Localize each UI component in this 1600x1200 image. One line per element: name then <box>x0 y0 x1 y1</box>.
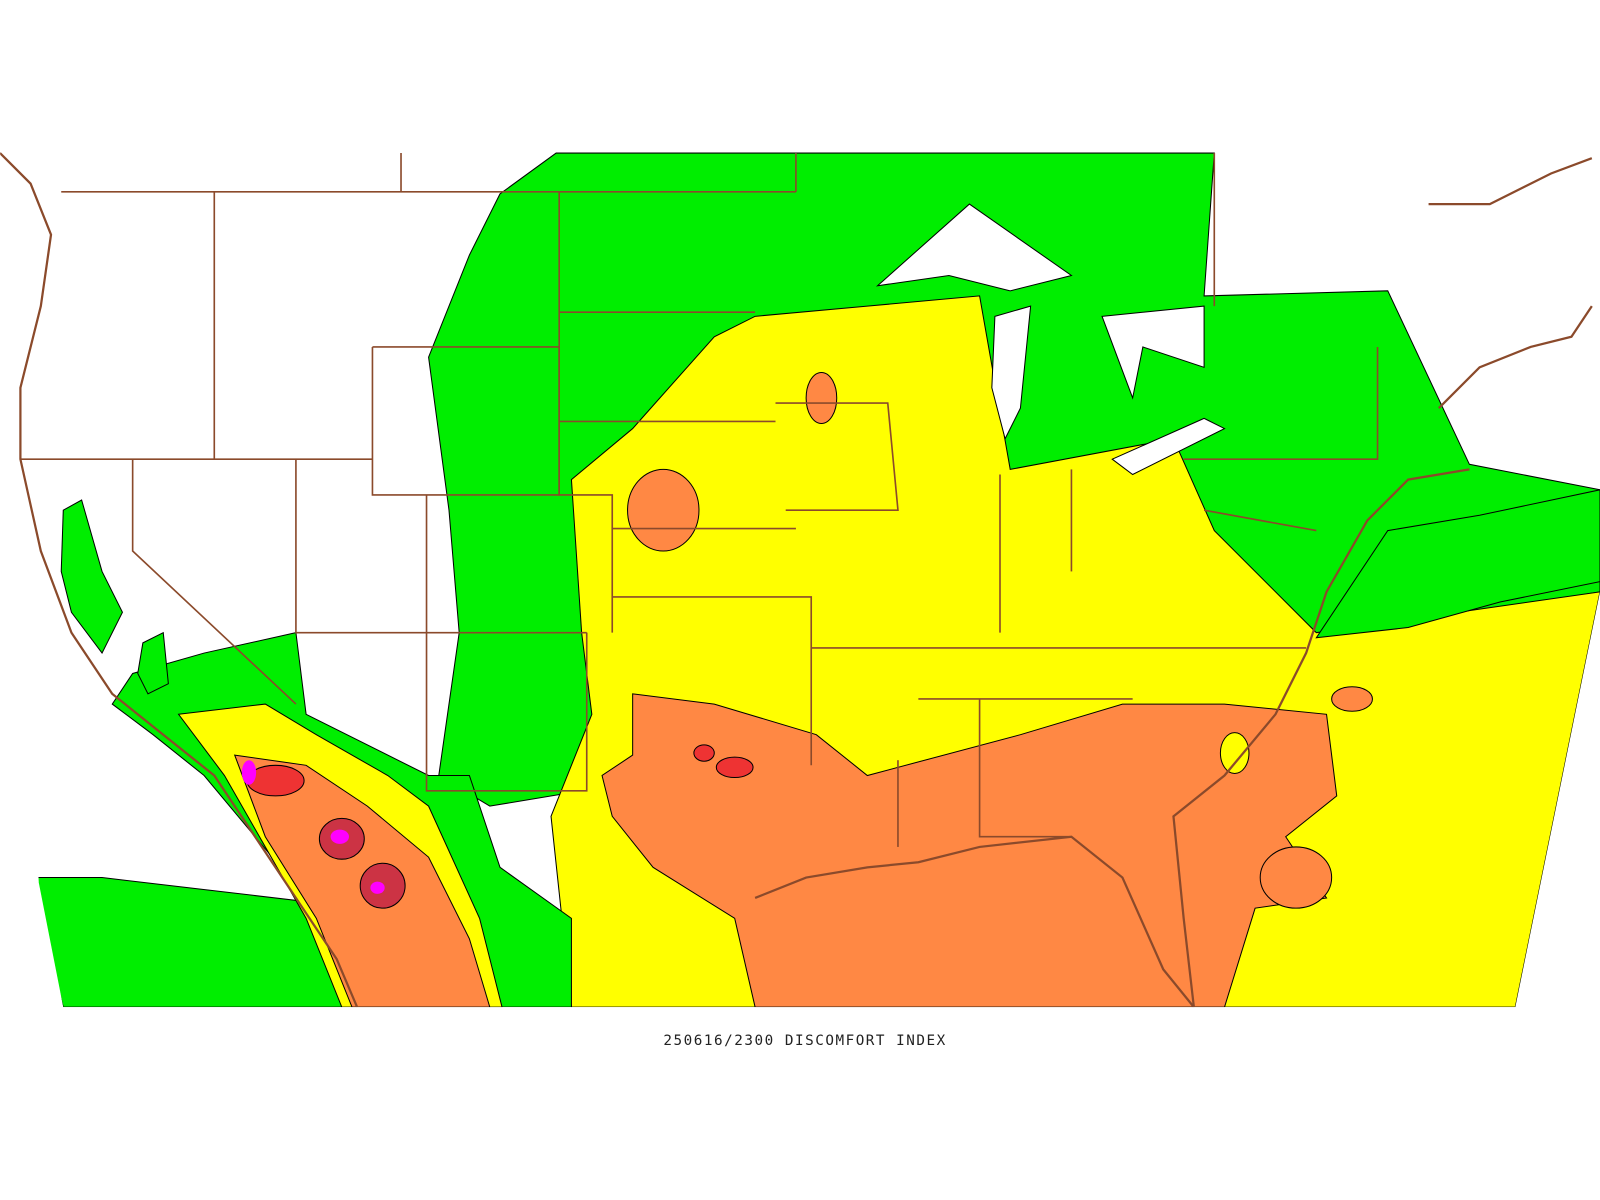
magenta-patch <box>241 760 257 785</box>
coastline <box>1437 305 1593 409</box>
border <box>131 459 297 705</box>
border <box>978 698 1072 838</box>
green-zone-nv <box>60 499 124 655</box>
state-borders <box>20 153 1379 847</box>
orange-patch <box>1331 686 1373 712</box>
border <box>1203 509 1317 532</box>
orange-patch <box>805 371 838 424</box>
lake <box>875 203 1073 292</box>
yellow-patch <box>1219 732 1250 774</box>
border <box>1183 346 1379 460</box>
orange-patch <box>627 468 700 552</box>
red-patch <box>715 756 754 779</box>
coastline <box>0 152 359 1008</box>
map-caption: 250616/2300 DISCOMFORT INDEX <box>663 1033 946 1049</box>
red-patch <box>693 744 715 762</box>
magenta-patch <box>330 829 349 844</box>
map-area <box>0 151 1600 1008</box>
orange-patch <box>1259 846 1333 909</box>
lake <box>1111 417 1226 476</box>
border <box>612 596 813 766</box>
border <box>558 191 614 633</box>
border <box>425 494 588 792</box>
green-zone-atlantic <box>1315 489 1600 639</box>
coastline <box>754 835 1195 1008</box>
lake <box>991 305 1032 441</box>
coastlines <box>0 152 1593 1008</box>
border <box>295 459 587 634</box>
coastline <box>1172 468 1470 1008</box>
green-zone-az <box>137 631 169 695</box>
lake <box>1101 305 1205 400</box>
coastline <box>1428 157 1593 206</box>
magenta-patch <box>370 881 385 894</box>
border <box>775 402 899 512</box>
